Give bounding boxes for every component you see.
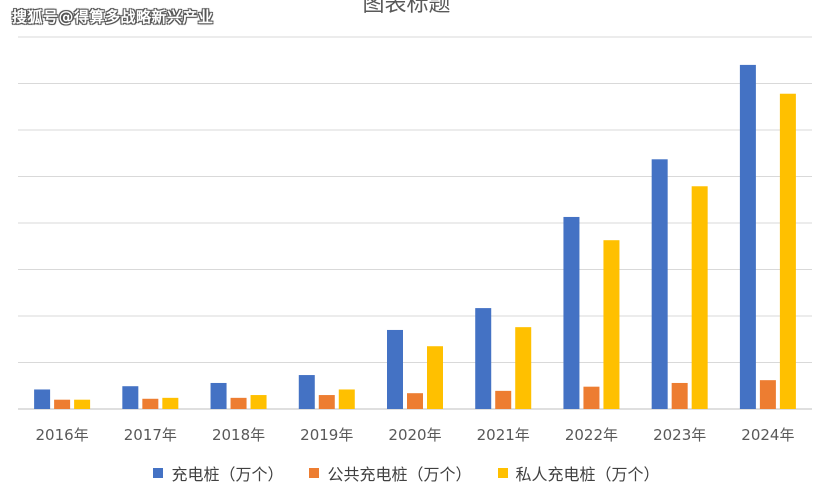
bar-series-1-2017年 xyxy=(122,386,139,409)
legend-label: 充电桩（万个） xyxy=(171,465,284,484)
legend-label: 公共充电桩（万个） xyxy=(327,465,472,484)
bar-series-1-2024年 xyxy=(739,64,756,410)
legend-swatch xyxy=(497,468,508,478)
bar-series-3-2024年 xyxy=(779,93,796,409)
x-tick-label: 2017年 xyxy=(124,426,177,444)
legend-item-2: 公共充电桩（万个） xyxy=(309,461,472,485)
bar-series-2-2024年 xyxy=(759,380,776,409)
x-tick-label: 2024年 xyxy=(741,426,794,444)
bar-series-2-2016年 xyxy=(54,399,71,409)
x-tick-label: 2022年 xyxy=(565,426,618,444)
bar-series-2-2021年 xyxy=(495,390,512,409)
x-tick-label: 2019年 xyxy=(300,426,353,444)
x-tick-label: 2021年 xyxy=(477,426,530,444)
legend-label: 私人充电桩（万个） xyxy=(515,465,660,484)
bar-series-3-2023年 xyxy=(691,186,708,409)
bar-series-2-2018年 xyxy=(230,397,247,409)
x-tick-label: 2020年 xyxy=(388,426,441,444)
bar-series-3-2017年 xyxy=(162,397,179,409)
bar-series-2-2023年 xyxy=(671,382,688,409)
bar-series-3-2016年 xyxy=(74,399,91,409)
x-tick-label: 2023年 xyxy=(653,426,706,444)
chart-title: 图表标题 xyxy=(362,0,451,17)
bar-series-1-2019年 xyxy=(298,375,315,409)
plot-area: 2016年 2017年 2018年 2019年 2020年 2021年 2022年 2023年… xyxy=(18,36,812,444)
bar-series-1-2021年 xyxy=(475,308,492,409)
x-tick-label: 2018年 xyxy=(212,426,265,444)
bar-series-3-2020年 xyxy=(427,346,443,409)
legend-item-1: 充电桩（万个） xyxy=(153,461,283,485)
bar-series-2-2022年 xyxy=(583,386,600,409)
bar-series-1-2022年 xyxy=(563,216,580,409)
x-tick-label: 2016年 xyxy=(36,426,89,444)
bar-series-1-2023年 xyxy=(651,159,668,409)
bar-series-2-2020年 xyxy=(407,393,423,409)
bar-series-2-2019年 xyxy=(318,395,335,409)
legend: 充电桩（万个） 公共充电桩（万个） 私人充电桩（万个） xyxy=(0,462,813,484)
bar-series-3-2022年 xyxy=(603,240,620,409)
bar-series-1-2016年 xyxy=(34,389,51,409)
bar-series-2-2017年 xyxy=(142,398,159,409)
bar-series-1-2020年 xyxy=(387,329,403,409)
watermark-text: 搜狐号@得算多战略新兴产业 xyxy=(12,8,214,26)
bar-series-3-2021年 xyxy=(515,327,532,409)
bar-series-1-2018年 xyxy=(210,382,227,409)
legend-swatch xyxy=(153,468,164,478)
legend-swatch xyxy=(309,468,320,478)
bar-series-3-2018年 xyxy=(250,395,267,409)
legend-item-3: 私人充电桩（万个） xyxy=(497,461,660,485)
bar-series-3-2019年 xyxy=(338,389,355,409)
